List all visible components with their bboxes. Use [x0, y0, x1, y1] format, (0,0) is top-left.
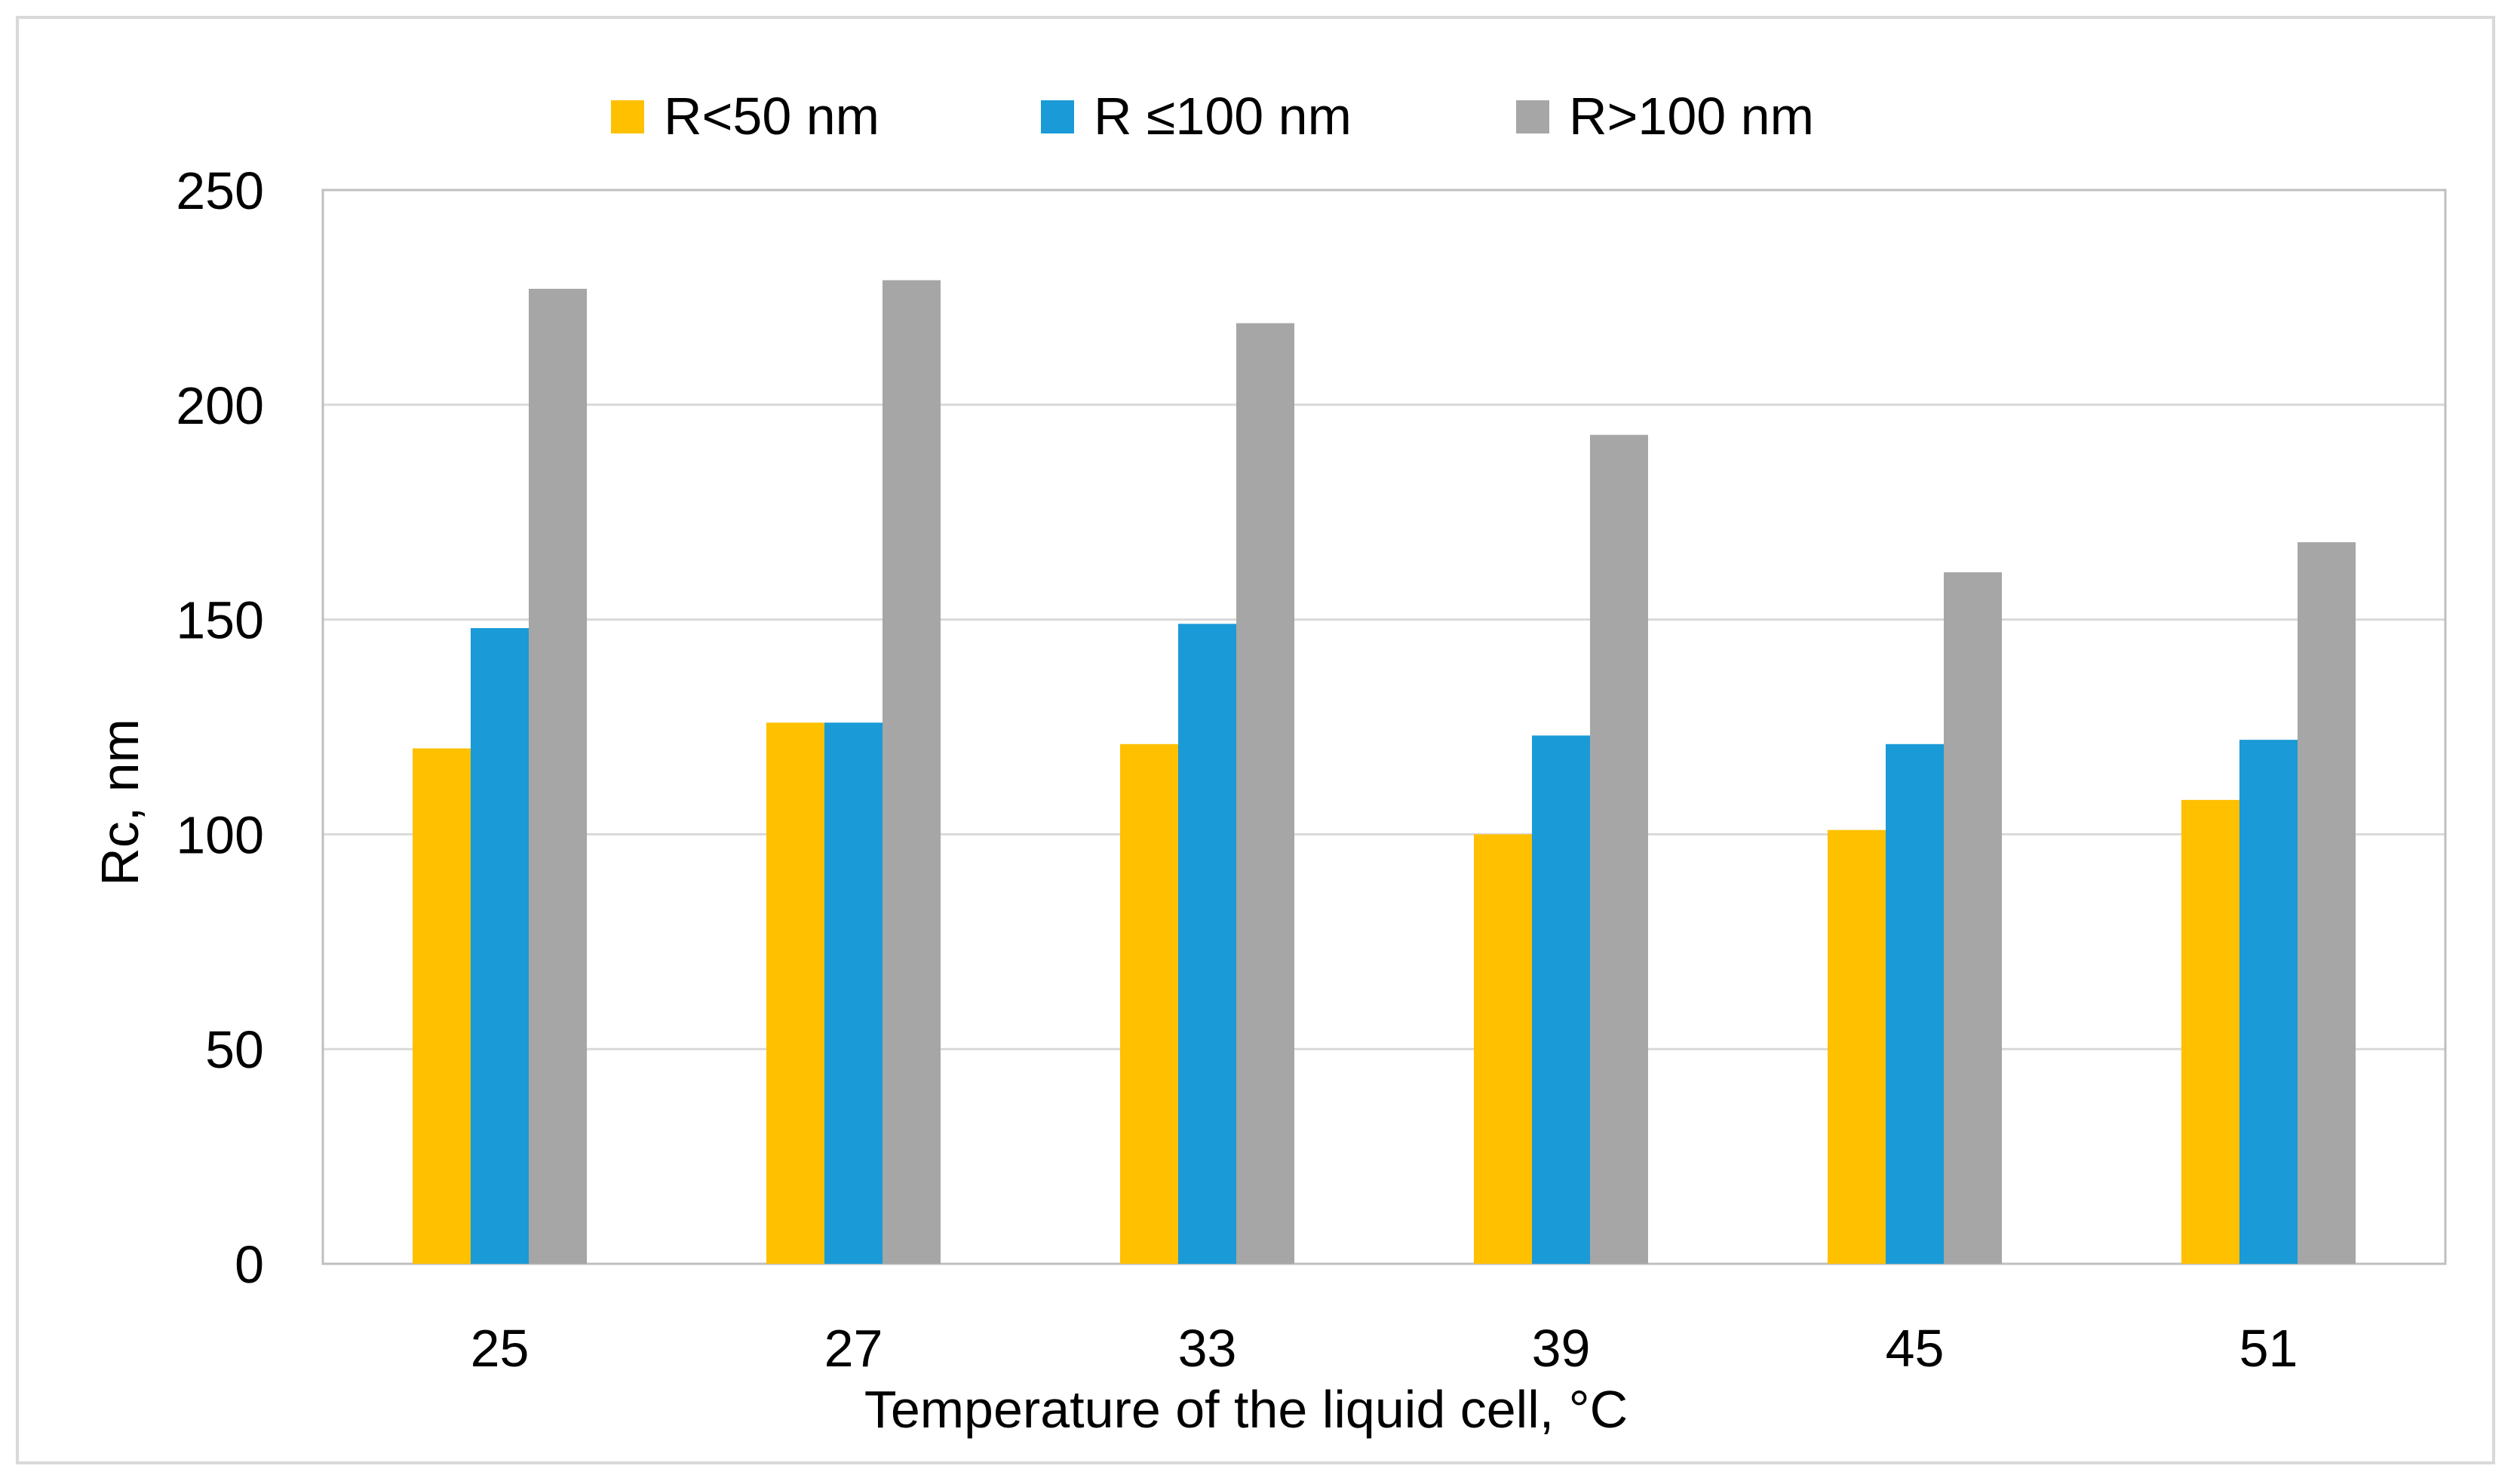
x-axis-ticks: 25 27 33 39 45 51 [471, 1319, 2298, 1378]
bar-51-series-2 [2298, 542, 2356, 1264]
legend-swatch [1516, 100, 1549, 133]
bars [413, 280, 2356, 1265]
legend-swatch [1041, 100, 1074, 133]
plot-area-border [321, 189, 2447, 1265]
bar-45-series-0 [1828, 829, 1886, 1264]
bar-27-series-0 [766, 722, 824, 1264]
bar-27-series-2 [883, 280, 941, 1265]
bar-39-series-2 [1590, 434, 1648, 1264]
legend-swatch [611, 100, 644, 133]
x-tick-label: 33 [1178, 1319, 1237, 1378]
bar-27-series-1 [824, 722, 883, 1264]
x-tick-label: 51 [2239, 1319, 2298, 1378]
y-axis-ticks: 0 50 100 150 200 250 [176, 161, 264, 1294]
y-tick-label: 250 [176, 161, 264, 220]
y-tick-label: 200 [176, 376, 264, 435]
bar-45-series-1 [1886, 744, 1944, 1264]
bar-33-series-2 [1236, 323, 1294, 1265]
bar-39-series-1 [1532, 735, 1590, 1264]
bar-33-series-0 [1120, 744, 1178, 1264]
bar-51-series-0 [2181, 799, 2239, 1264]
x-tick-label: 39 [1532, 1319, 1591, 1378]
x-tick-label: 45 [1886, 1319, 1945, 1378]
legend-label: R>100 nm [1569, 87, 1814, 146]
legend-label: R<50 nm [664, 87, 879, 146]
x-tick-label: 25 [471, 1319, 530, 1378]
bar-51-series-1 [2239, 740, 2298, 1264]
y-tick-label: 100 [176, 805, 264, 864]
bar-39-series-0 [1474, 834, 1532, 1264]
y-axis-title: Rc, nm [91, 719, 149, 886]
y-tick-label: 150 [176, 591, 264, 650]
bar-33-series-1 [1178, 624, 1236, 1264]
bar-25-series-1 [471, 627, 529, 1264]
y-tick-label: 50 [205, 1020, 264, 1079]
y-tick-label: 0 [235, 1235, 264, 1294]
x-axis-title: Temperature of the liquid cell, °C [864, 1380, 1628, 1439]
legend: R<50 nm R ≤100 nm R>100 nm [611, 87, 1814, 146]
legend-label: R ≤100 nm [1094, 87, 1352, 146]
x-tick-label: 27 [824, 1319, 883, 1378]
bar-45-series-2 [1944, 572, 2002, 1264]
bar-25-series-2 [529, 289, 587, 1264]
bar-25-series-0 [413, 748, 471, 1264]
